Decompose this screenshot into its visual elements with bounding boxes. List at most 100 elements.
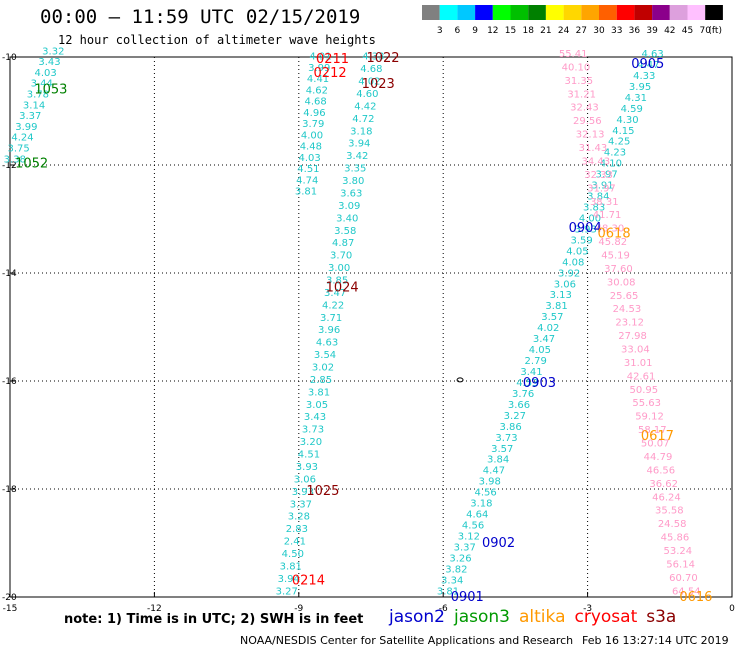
satellite-legend-cryosat: cryosat [574, 607, 638, 627]
wave-height-value: 4.25 [608, 137, 630, 148]
wave-height-value: 3.26 [449, 553, 471, 564]
wave-height-value: 2.79 [525, 356, 547, 367]
wave-height-value: 3.81 [280, 561, 302, 572]
wave-height-value: 3.28 [288, 512, 310, 523]
track-pass-label: 1053 [34, 82, 67, 97]
wave-height-value: 3.97 [596, 170, 618, 181]
credit-text: NOAA/NESDIS Center for Satellite Applica… [240, 634, 574, 647]
wave-height-value: 3.09 [338, 201, 360, 212]
wave-height-value: 4.22 [322, 300, 344, 311]
wave-height-value: 3.42 [346, 151, 368, 162]
y-tick-label: -16 [2, 377, 17, 387]
wave-height-value: 3.37 [290, 499, 312, 510]
wave-height-value: 4.47 [483, 466, 505, 477]
wave-height-value: 3.44 [31, 79, 53, 90]
wave-height-value: 4.96 [303, 108, 325, 119]
wave-height-value: 3.80 [342, 176, 364, 187]
wave-height-value: 23.12 [615, 318, 644, 329]
x-tick-label: 0 [729, 604, 735, 612]
wave-height-value: 4.03 [34, 68, 56, 79]
wave-height-value: 4.62 [306, 85, 328, 96]
scale-label: 30 [593, 26, 605, 36]
wave-height-value: 3.18 [350, 126, 372, 137]
scale-label: 42 [664, 26, 675, 36]
scale-label: 70 [699, 26, 711, 36]
scale-swatch [492, 5, 511, 20]
wave-height-value: 4.02 [537, 323, 559, 334]
wave-height-value: 56.14 [666, 559, 695, 570]
track-pass-label: 0905 [631, 57, 664, 72]
wave-height-value: 40.10 [562, 62, 591, 73]
wave-height-value: 3.93 [296, 462, 318, 473]
wave-height-value: 2.41 [284, 537, 306, 548]
wave-height-value: 4.64 [466, 510, 488, 521]
track-pass-label: 0211 [316, 52, 349, 67]
wave-height-value: 32.13 [576, 130, 605, 141]
scale-label: 45 [682, 26, 693, 36]
wave-height-value: 31.43 [579, 143, 608, 154]
track-pass-label: 1052 [15, 156, 48, 171]
island-outline [456, 377, 464, 383]
x-tick-label: -15 [3, 604, 18, 612]
scale-label: 9 [472, 26, 478, 36]
wave-height-value: 64.54 [672, 586, 701, 597]
wave-height-value: 4.63 [316, 338, 338, 349]
wave-height-value: 3.76 [512, 389, 534, 400]
wave-height-value: 30.08 [607, 277, 636, 288]
track-pass-label: 0903 [523, 376, 556, 391]
wave-height-value: 3.27 [276, 586, 298, 597]
wave-height-color-scale: 3 6 9 12 15 18 21 24 27 30 33 36 39 42 45 70(ft) [422, 5, 723, 36]
wave-height-value: 4.51 [298, 450, 320, 461]
wave-height-value: 3.71 [320, 313, 342, 324]
wave-height-value: 4.47 [637, 60, 659, 71]
wave-height-value: 3.66 [508, 400, 530, 411]
wave-height-value: 4.60 [356, 89, 378, 100]
wave-height-value: 32.33 [584, 170, 613, 181]
wave-height-value: 45.19 [601, 250, 630, 261]
scale-swatch [687, 5, 706, 20]
track-pass-label: 0617 [641, 429, 674, 444]
wave-height-value: 3.57 [491, 444, 513, 455]
track-pass-label: 0902 [482, 536, 515, 551]
wave-height-value: 4.87 [332, 238, 354, 249]
wave-height-value: 4.50 [282, 549, 304, 560]
wave-height-value: 3.34 [441, 575, 463, 586]
wave-height-value: 3.82 [445, 564, 467, 575]
scale-label: 3 [437, 26, 443, 36]
wave-height-value: 4.51 [297, 164, 319, 175]
wave-height-value: 58.17 [638, 425, 667, 436]
wave-height-value: 3.81 [295, 187, 317, 198]
wave-height-value: 45.82 [598, 237, 627, 248]
wave-height-value: 3.40 [336, 213, 358, 224]
wave-height-value: 55.41 [559, 49, 588, 60]
wave-height-value: 3.37 [19, 111, 41, 122]
wave-height-value: 3.84 [587, 192, 609, 203]
wave-height-value: 4.33 [362, 52, 384, 63]
wave-height-value: 36.62 [649, 479, 678, 490]
wave-height-value: 4.41 [307, 74, 329, 85]
wave-height-value: 59.12 [635, 412, 664, 423]
wave-height-value: 3.99 [15, 122, 37, 133]
wave-height-value: 4.53 [516, 378, 538, 389]
wave-height-value: 60.70 [669, 573, 698, 584]
wave-height-value: 3.12 [458, 531, 480, 542]
wave-height-value: 3.73 [302, 425, 324, 436]
scale-swatch [705, 5, 723, 20]
scale-label: 6 [455, 26, 461, 36]
track-pass-label: 1023 [362, 77, 395, 92]
wave-height-value: 2.83 [286, 524, 308, 535]
wave-height-value: 3.73 [495, 433, 517, 444]
wave-height-value: 3.99 [308, 63, 330, 74]
scale-label: 12 [487, 26, 498, 36]
wave-height-value: 2.85 [310, 375, 332, 386]
wave-height-value: 27.98 [618, 331, 647, 342]
wave-height-value: 46.24 [652, 492, 681, 503]
scale-label: 33 [611, 26, 622, 36]
satellite-legend-s3a: s3a [646, 607, 677, 627]
wave-height-value: 55.63 [632, 398, 661, 409]
x-tick-label: -12 [147, 604, 162, 612]
scale-label: 27 [576, 26, 587, 36]
plot-frame [9, 56, 733, 598]
wave-height-value: 3.41 [520, 367, 542, 378]
wave-height-value: 3.79 [302, 119, 324, 130]
